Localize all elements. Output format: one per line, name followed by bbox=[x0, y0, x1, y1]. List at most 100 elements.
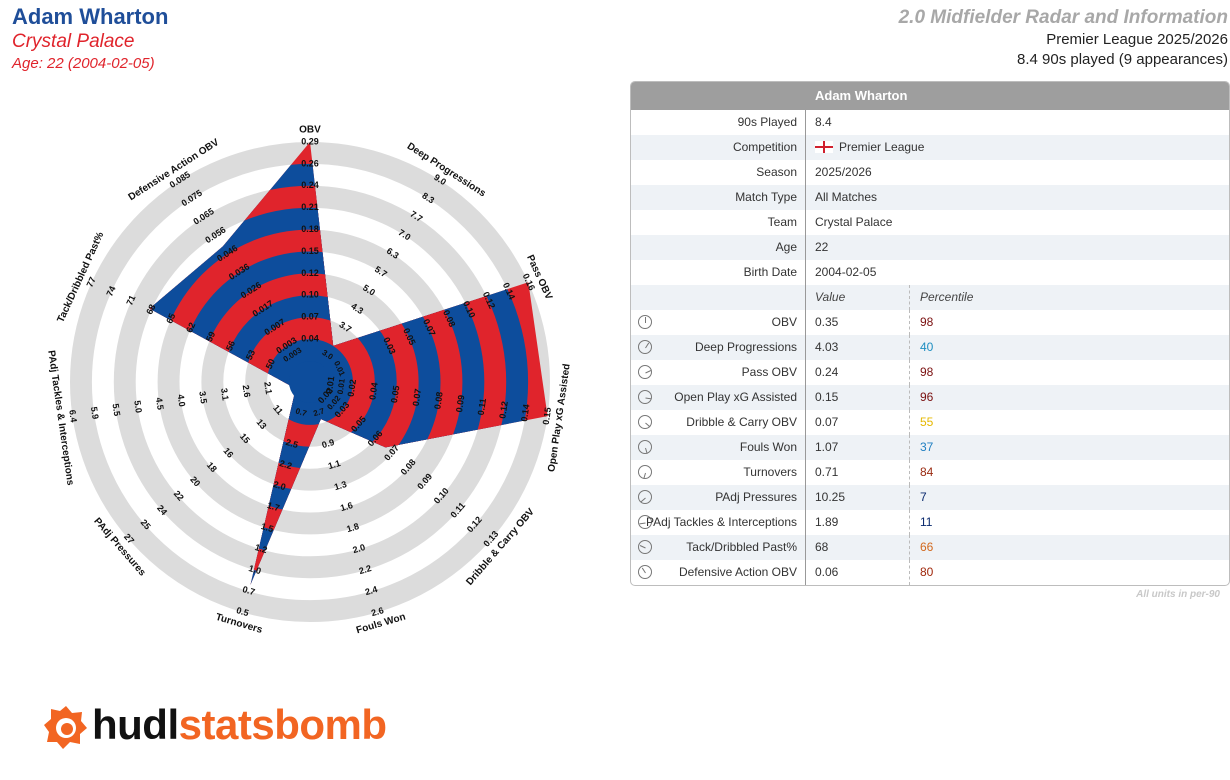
info-row: Match Type All Matches bbox=[631, 185, 1229, 210]
statsbomb-bomb-icon bbox=[44, 706, 87, 749]
stat-label: OBV bbox=[771, 315, 797, 329]
table-divider bbox=[805, 185, 806, 210]
stat-label: Open Play xG Assisted bbox=[674, 390, 797, 404]
radar-tick-label: 1.2 bbox=[254, 542, 269, 555]
stat-percentile: 80 bbox=[920, 565, 934, 579]
radar-tick-label: 2.0 bbox=[272, 479, 287, 492]
table-divider bbox=[805, 560, 806, 585]
info-label: Competition bbox=[732, 140, 797, 154]
radar-tick-label: 1.8 bbox=[345, 521, 360, 534]
radar-tick-label: 0.12 bbox=[301, 268, 319, 278]
radar-tick-label: 3.1 bbox=[219, 387, 231, 401]
radar-tick-label: 0.02 bbox=[346, 379, 358, 398]
radar-tick-label: 18 bbox=[205, 460, 219, 474]
stat-row: PAdj Tackles & Interceptions 1.89 11 bbox=[631, 510, 1229, 535]
radar-tick-label: 71 bbox=[124, 294, 137, 307]
radar-tick-label: 0.15 bbox=[541, 407, 553, 426]
radar-tick-label: 0.04 bbox=[367, 382, 379, 401]
table-dashed-divider bbox=[909, 385, 910, 410]
player-name: Adam Wharton bbox=[12, 4, 169, 29]
radar-tick-label: 16 bbox=[221, 446, 235, 460]
radar-tick-label: 68 bbox=[144, 303, 157, 316]
radar-tick-label: 22 bbox=[172, 489, 186, 503]
info-value: 2004-02-05 bbox=[815, 260, 876, 285]
dial-hand bbox=[645, 342, 650, 349]
stat-value: 68 bbox=[815, 540, 829, 554]
info-value-text: 2025/2026 bbox=[815, 165, 872, 179]
dial-icon bbox=[638, 565, 652, 579]
radar-tick-label: 1.3 bbox=[333, 479, 348, 492]
radar-info-header: 2.0 Midfielder Radar and Information Pre… bbox=[899, 6, 1228, 70]
hudl-statsbomb-logo: hudlstatsbomb bbox=[42, 701, 387, 753]
table-divider bbox=[805, 285, 806, 310]
stat-row: Tack/Dribbled Past% 68 66 bbox=[631, 535, 1229, 560]
info-label: Team bbox=[767, 215, 797, 229]
table-divider bbox=[805, 160, 806, 185]
table-divider bbox=[805, 110, 806, 135]
team-name: Crystal Palace bbox=[12, 31, 135, 52]
radar-tick-label: 15 bbox=[238, 431, 252, 445]
stat-label: Deep Progressions bbox=[694, 340, 797, 354]
radar-tick-label: 27 bbox=[122, 532, 136, 546]
logo-hudl: hudl bbox=[92, 701, 179, 748]
radar-tick-label: 0.11 bbox=[476, 398, 488, 416]
info-value: 2025/2026 bbox=[815, 160, 872, 185]
radar-tick-label: 2.2 bbox=[358, 563, 373, 576]
dial-icon bbox=[638, 340, 652, 354]
radar-tick-label: 0.01 bbox=[324, 376, 336, 395]
radar-tick-label: 0.14 bbox=[519, 404, 531, 423]
table-divider bbox=[805, 435, 806, 460]
radar-tick-label: 77 bbox=[84, 275, 97, 288]
table-divider bbox=[805, 460, 806, 485]
info-label: Match Type bbox=[735, 190, 797, 204]
table-title: Adam Wharton bbox=[631, 82, 1229, 110]
radar-tick-label: 5.0 bbox=[132, 400, 144, 414]
table-dashed-divider bbox=[909, 360, 910, 385]
player-header: Adam Wharton Crystal Palace Age: 22 (200… bbox=[12, 4, 168, 73]
stat-label: Tack/Dribbled Past% bbox=[686, 540, 797, 554]
info-value: 22 bbox=[815, 235, 828, 260]
age-line: Age: 22 (2004-02-05) bbox=[12, 55, 155, 72]
table-divider bbox=[805, 485, 806, 510]
stat-value: 4.03 bbox=[815, 340, 839, 354]
radar-tick-label: 56 bbox=[224, 339, 237, 352]
info-value-text: 8.4 bbox=[815, 115, 832, 129]
dial-hand bbox=[645, 370, 652, 374]
table-dashed-divider bbox=[909, 310, 910, 335]
info-label: Birth Date bbox=[743, 265, 797, 279]
table-dashed-divider bbox=[909, 510, 910, 535]
radar-chart: 0.04 0.07 0.10 0.12 0.15 0.18 0.21 0.24 0.26 0.29… bbox=[45, 125, 573, 637]
stat-row: Pass OBV 0.24 98 bbox=[631, 360, 1229, 385]
radar-tick-label: 6.4 bbox=[67, 409, 79, 423]
info-value-text: Crystal Palace bbox=[815, 215, 893, 229]
info-row: Birth Date 2004-02-05 bbox=[631, 260, 1229, 285]
dial-hand bbox=[641, 567, 646, 574]
radar-tick-label: 3.5 bbox=[197, 390, 209, 404]
dial-icon bbox=[638, 415, 652, 429]
stat-row: Turnovers 0.71 84 bbox=[631, 460, 1229, 485]
table-divider bbox=[805, 310, 806, 335]
info-value: 8.4 bbox=[815, 110, 832, 135]
table-divider bbox=[805, 385, 806, 410]
radar-tick-label: 59 bbox=[204, 330, 217, 343]
stat-percentile: 84 bbox=[920, 465, 934, 479]
radar-inner-tick-label: 0.01 bbox=[336, 378, 347, 395]
info-value-text: Premier League bbox=[839, 140, 925, 154]
info-label: 90s Played bbox=[737, 115, 797, 129]
table-dashed-divider bbox=[909, 435, 910, 460]
radar-tick-label: 2.2 bbox=[278, 458, 293, 471]
info-table: Adam Wharton 90s Played 8.4 Competition Pre… bbox=[630, 81, 1230, 586]
radar-center bbox=[289, 361, 331, 403]
radar-tick-label: 0.24 bbox=[301, 180, 319, 190]
table-divider bbox=[805, 335, 806, 360]
info-row: Competition Premier League bbox=[631, 135, 1229, 160]
radar-tick-label: 13 bbox=[254, 417, 268, 431]
dial-icon bbox=[638, 365, 652, 379]
stat-percentile: 11 bbox=[920, 515, 933, 529]
radar-tick-label: 1.0 bbox=[247, 563, 262, 576]
radar-tick-label: 0.7 bbox=[241, 584, 256, 597]
radar-tick-label: 25 bbox=[139, 517, 153, 531]
template-title: 2.0 Midfielder Radar and Information bbox=[898, 7, 1228, 28]
radar-tick-label: 0.04 bbox=[301, 333, 319, 343]
info-value-text: 2004-02-05 bbox=[815, 265, 877, 279]
